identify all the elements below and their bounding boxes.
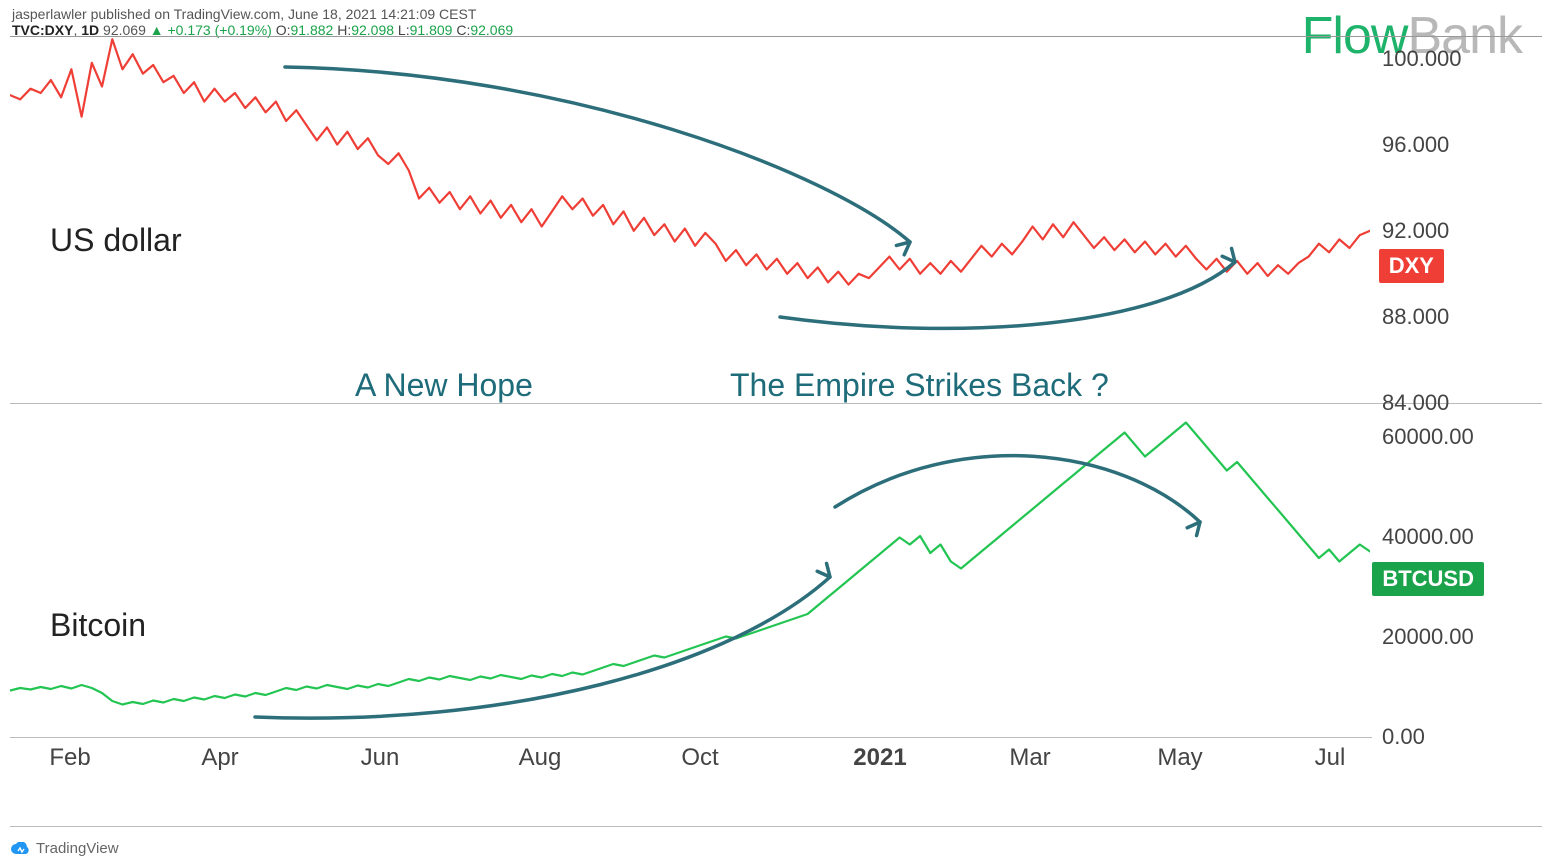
btc-plot [10, 407, 1370, 737]
ytick: 100.000 [1382, 46, 1532, 72]
byline: jasperlawler published on TradingView.co… [12, 6, 513, 22]
time-axis: Feb Apr Jun Aug Oct 2021 Mar May Jul [10, 737, 1372, 798]
xtick: Aug [519, 744, 562, 772]
xtick: Jul [1315, 744, 1346, 772]
btc-panel: Bitcoin 60000.0040000.0020000.000.00 BTC… [10, 407, 1372, 737]
tradingview-text: TradingView [36, 840, 119, 857]
xtick: Feb [49, 744, 90, 772]
xtick: Mar [1009, 744, 1050, 772]
ytick: 60000.00 [1382, 424, 1532, 450]
xtick: Jun [361, 744, 400, 772]
xtick: Apr [201, 744, 238, 772]
ytick: 88.000 [1382, 304, 1532, 330]
annotation-label: A New Hope [355, 367, 533, 404]
btc-badge: BTCUSD [1372, 562, 1484, 596]
chart-area: US dollar 100.000 96.000 92.000 88.000 84.00… [10, 36, 1542, 797]
ytick: 40000.00 [1382, 524, 1532, 550]
ytick: 92.000 [1382, 218, 1532, 244]
ytick: 84.000 [1382, 390, 1532, 416]
dxy-panel: US dollar 100.00096.00092.00088.00084.00… [10, 37, 1372, 403]
tradingview-cloud-icon [10, 842, 30, 856]
ytick: 20000.00 [1382, 624, 1532, 650]
xtick: Oct [681, 744, 718, 772]
btc-panel-label: Bitcoin [50, 607, 146, 644]
dxy-panel-label: US dollar [50, 222, 182, 259]
xtick: 2021 [853, 744, 906, 772]
footer-rule [10, 826, 1542, 827]
dxy-badge: DXY [1379, 249, 1444, 283]
ytick: 0.00 [1382, 724, 1532, 750]
ytick: 96.000 [1382, 132, 1532, 158]
xtick: May [1157, 744, 1202, 772]
dxy-plot [10, 37, 1370, 403]
tradingview-attribution: TradingView [10, 840, 119, 857]
annotation-label: The Empire Strikes Back ? [730, 367, 1109, 404]
chart-header: jasperlawler published on TradingView.co… [12, 6, 513, 38]
